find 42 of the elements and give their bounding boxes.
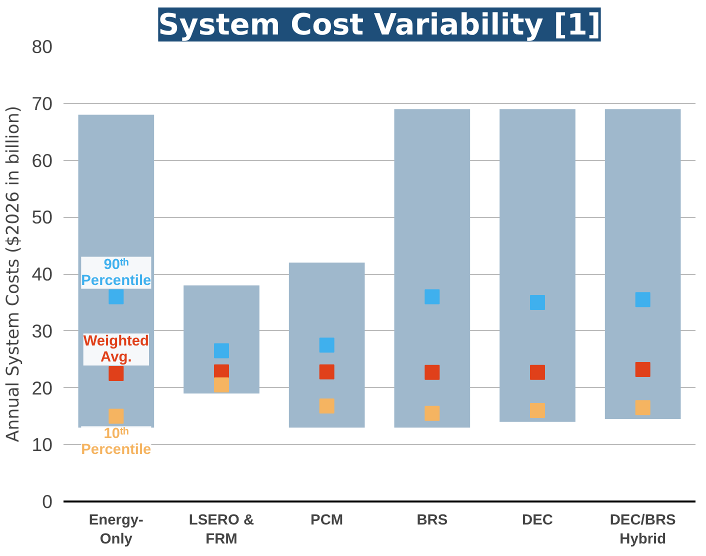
x-tick-label: DEC/BRS Hybrid <box>610 512 676 548</box>
y-tick-label: 40 <box>32 264 53 284</box>
point <box>319 338 334 353</box>
point <box>635 400 650 416</box>
y-tick-label: 30 <box>32 320 53 342</box>
x-tick-label: BRS <box>416 512 448 528</box>
series-label: 10ᵗʰ Percentile <box>81 426 152 458</box>
point <box>530 294 545 310</box>
x-tick-label: DEC <box>522 512 554 528</box>
series-label: Weighted Avg. <box>83 334 150 366</box>
point <box>214 377 229 392</box>
point <box>424 289 440 304</box>
y-tick-label: 50 <box>32 206 53 228</box>
point <box>424 364 440 380</box>
y-tick-label: 70 <box>32 92 53 114</box>
point <box>635 362 650 378</box>
bar <box>394 109 470 428</box>
point <box>214 343 229 358</box>
bar <box>604 109 681 420</box>
bar <box>184 285 260 394</box>
y-tick-label: 60 <box>32 150 53 171</box>
bar <box>500 109 576 422</box>
point <box>108 289 124 304</box>
y-tick-label: 10 <box>32 434 53 456</box>
bar <box>288 262 365 428</box>
point <box>319 364 334 380</box>
chart-title: System Cost Variability [1] <box>158 8 601 42</box>
y-tick-label: 20 <box>32 377 53 398</box>
x-tick-label: PCM <box>310 512 344 528</box>
point <box>319 398 334 414</box>
y-tick-label: 0 <box>42 491 53 512</box>
point <box>108 408 124 424</box>
series-label: 90ᵗʰ Percentile <box>81 256 152 289</box>
point <box>424 406 440 421</box>
point <box>635 292 650 308</box>
point <box>530 364 545 380</box>
point <box>108 366 124 382</box>
point <box>530 403 545 418</box>
x-tick-label: LSERO & FRM <box>188 512 254 548</box>
x-tick-label: Energy-Only <box>88 512 144 548</box>
y-tick-label: 80 <box>32 36 53 57</box>
y-axis-title: Annual System Costs ($2026 in billion) <box>4 106 24 442</box>
